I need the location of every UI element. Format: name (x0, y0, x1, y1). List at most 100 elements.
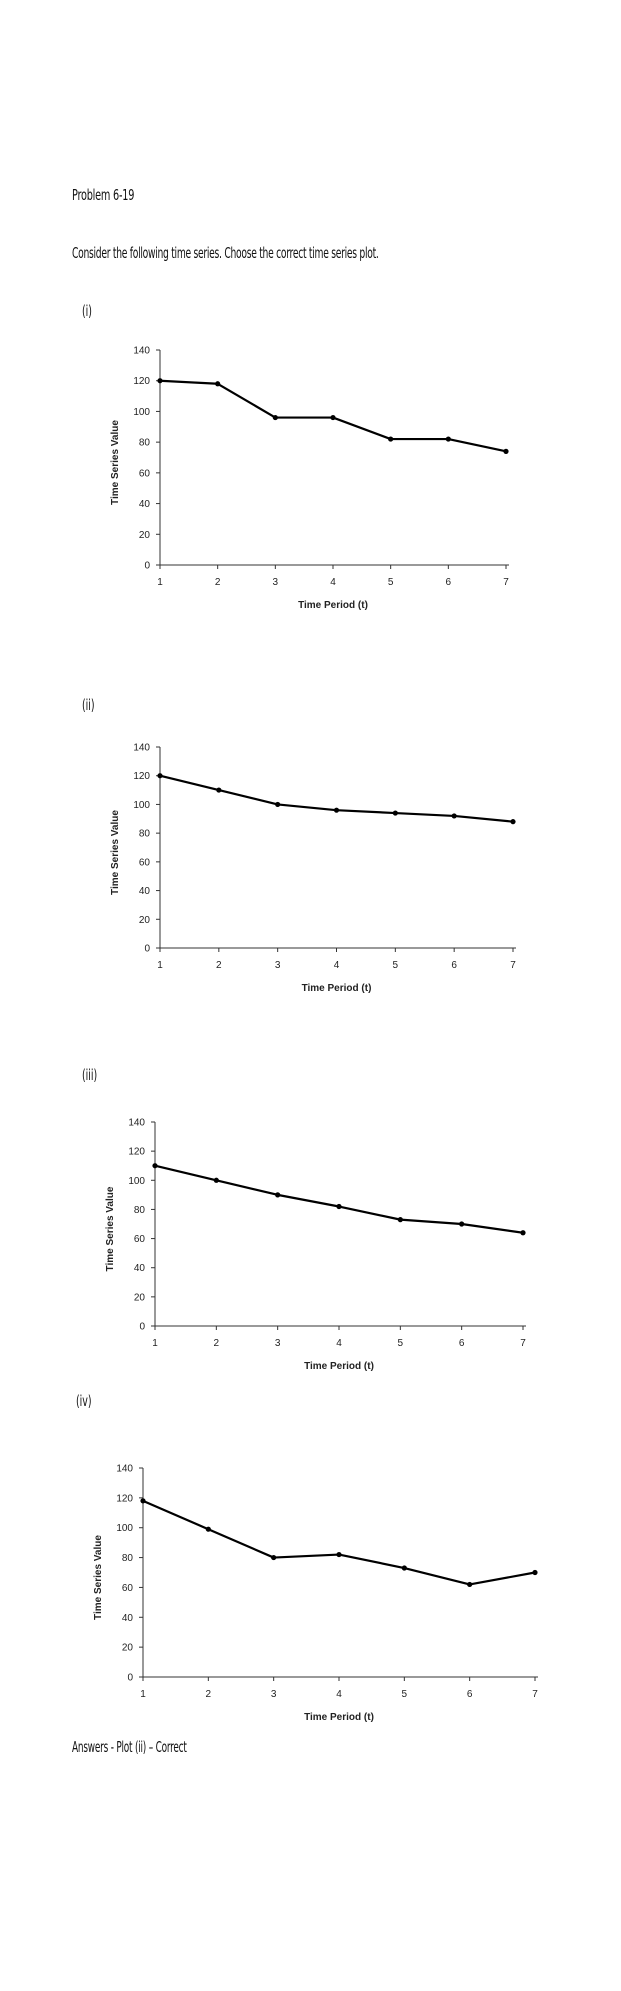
chart-plot-iii: 0 20 40 60 80 100 120 140 1 2 3 4 5 6 7 Time Period (t)… (105, 1118, 526, 1373)
y-tick-label: 120 (133, 771, 150, 782)
x-tick-label: 7 (520, 1338, 526, 1349)
data-point (532, 1569, 538, 1576)
data-point (520, 1230, 526, 1236)
data-point (333, 807, 340, 813)
y-tick-label: 20 (139, 530, 151, 541)
answer-text: Answers - Plot (ii) – Correct (72, 1738, 187, 1756)
y-tick-label: 120 (116, 1493, 133, 1504)
y-tick-label: 100 (133, 800, 150, 811)
chart-plot-iv: 0 20 40 60 80 100 120 140 1 2 3 4 5 6 7 Time Period (t)… (93, 1464, 538, 1724)
x-tick-label: 3 (271, 1689, 277, 1700)
y-tick-label: 100 (128, 1176, 145, 1187)
series-line (159, 774, 514, 823)
x-tick-label: 5 (393, 960, 399, 971)
x-tick-label: 2 (206, 1689, 212, 1700)
data-point (459, 1221, 465, 1227)
x-tick-label: 5 (402, 1689, 408, 1700)
x-tick-label: 7 (532, 1689, 538, 1700)
problem-instruction: Consider the following time series. Choo… (72, 244, 379, 262)
x-tick-label: 4 (336, 1689, 342, 1700)
y-tick-label: 60 (139, 468, 151, 479)
data-point (401, 1565, 407, 1571)
series-line (154, 1164, 524, 1234)
data-point (503, 448, 509, 454)
y-axis-title: Time Series Value (93, 1535, 104, 1620)
plot-label-iv: (iv) (76, 1392, 92, 1410)
y-tick-label: 0 (144, 561, 150, 572)
x-axis-title: Time Period (t) (298, 600, 368, 611)
x-tick-label: 3 (275, 960, 281, 971)
y-tick-label: 140 (133, 743, 150, 754)
x-tick-label: 1 (157, 960, 163, 971)
y-tick-label: 60 (122, 1583, 134, 1594)
y-tick-label: 140 (128, 1118, 145, 1129)
plot-label-iii: (iii) (82, 1066, 98, 1084)
y-tick-label: 40 (139, 499, 151, 510)
data-point (392, 810, 398, 816)
data-point (140, 1498, 146, 1504)
data-point (275, 1192, 281, 1198)
x-tick-label: 6 (459, 1338, 465, 1349)
data-point (271, 1554, 277, 1561)
y-tick-label: 20 (122, 1643, 134, 1654)
x-tick-label: 1 (157, 577, 163, 588)
y-tick-label: 120 (133, 376, 150, 387)
data-point (445, 436, 451, 442)
x-tick-label: 2 (215, 577, 221, 588)
data-point (451, 813, 457, 819)
x-tick-label: 5 (398, 1338, 404, 1349)
data-point (275, 801, 281, 808)
y-tick-label: 0 (139, 1322, 145, 1333)
y-tick-label: 100 (133, 407, 150, 418)
y-tick-label: 40 (134, 1263, 146, 1274)
data-point (388, 436, 394, 442)
x-tick-label: 4 (334, 960, 340, 971)
x-tick-label: 5 (388, 577, 394, 588)
y-tick-label: 80 (139, 438, 151, 449)
data-point (157, 773, 163, 779)
data-point (397, 1217, 403, 1223)
y-tick-label: 0 (144, 944, 150, 955)
data-point (330, 414, 336, 421)
data-point (213, 1177, 219, 1183)
x-axis-title: Time Period (t) (304, 1712, 374, 1723)
series-line (142, 1499, 536, 1586)
data-point (205, 1526, 211, 1532)
y-tick-label: 40 (122, 1613, 134, 1624)
x-tick-label: 6 (451, 960, 457, 971)
data-point (152, 1163, 158, 1169)
data-point (157, 378, 163, 384)
y-tick-label: 0 (127, 1673, 133, 1684)
y-tick-label: 140 (116, 1464, 133, 1475)
y-tick-label: 140 (133, 346, 150, 357)
y-axis-title: Time Series Value (110, 810, 121, 895)
x-tick-label: 2 (214, 1338, 220, 1349)
x-tick-label: 7 (503, 577, 509, 588)
x-tick-label: 4 (336, 1338, 342, 1349)
y-axis-title: Time Series Value (105, 1186, 116, 1271)
y-tick-label: 80 (139, 829, 151, 840)
y-axis-title: Time Series Value (110, 420, 121, 505)
chart-plot-ii: 0 20 40 60 80 100 120 140 1 2 3 4 5 6 7 Time Period (t)… (110, 743, 516, 995)
problem-title: Problem 6-19 (72, 186, 135, 204)
plot-label-ii: (ii) (82, 696, 95, 714)
y-tick-label: 120 (128, 1147, 145, 1158)
y-tick-label: 60 (139, 857, 151, 868)
y-tick-label: 100 (116, 1523, 133, 1534)
x-tick-label: 6 (446, 577, 452, 588)
data-point (336, 1551, 342, 1558)
y-tick-label: 40 (139, 886, 151, 897)
data-point (216, 787, 222, 793)
data-point (510, 819, 516, 825)
data-point (215, 381, 221, 387)
x-tick-label: 6 (467, 1689, 473, 1700)
plot-label-i: (i) (82, 302, 93, 320)
x-tick-label: 3 (273, 577, 279, 588)
y-tick-label: 80 (122, 1553, 134, 1564)
chart-plot-i: 0 20 40 60 80 100 120 140 1 2 3 4 5 6 7 Time Period (t)… (110, 346, 509, 612)
y-tick-label: 20 (134, 1292, 146, 1303)
x-axis-title: Time Period (t) (302, 983, 372, 994)
x-axis-title: Time Period (t) (304, 1361, 374, 1372)
data-point (272, 414, 278, 421)
x-tick-label: 2 (216, 960, 222, 971)
